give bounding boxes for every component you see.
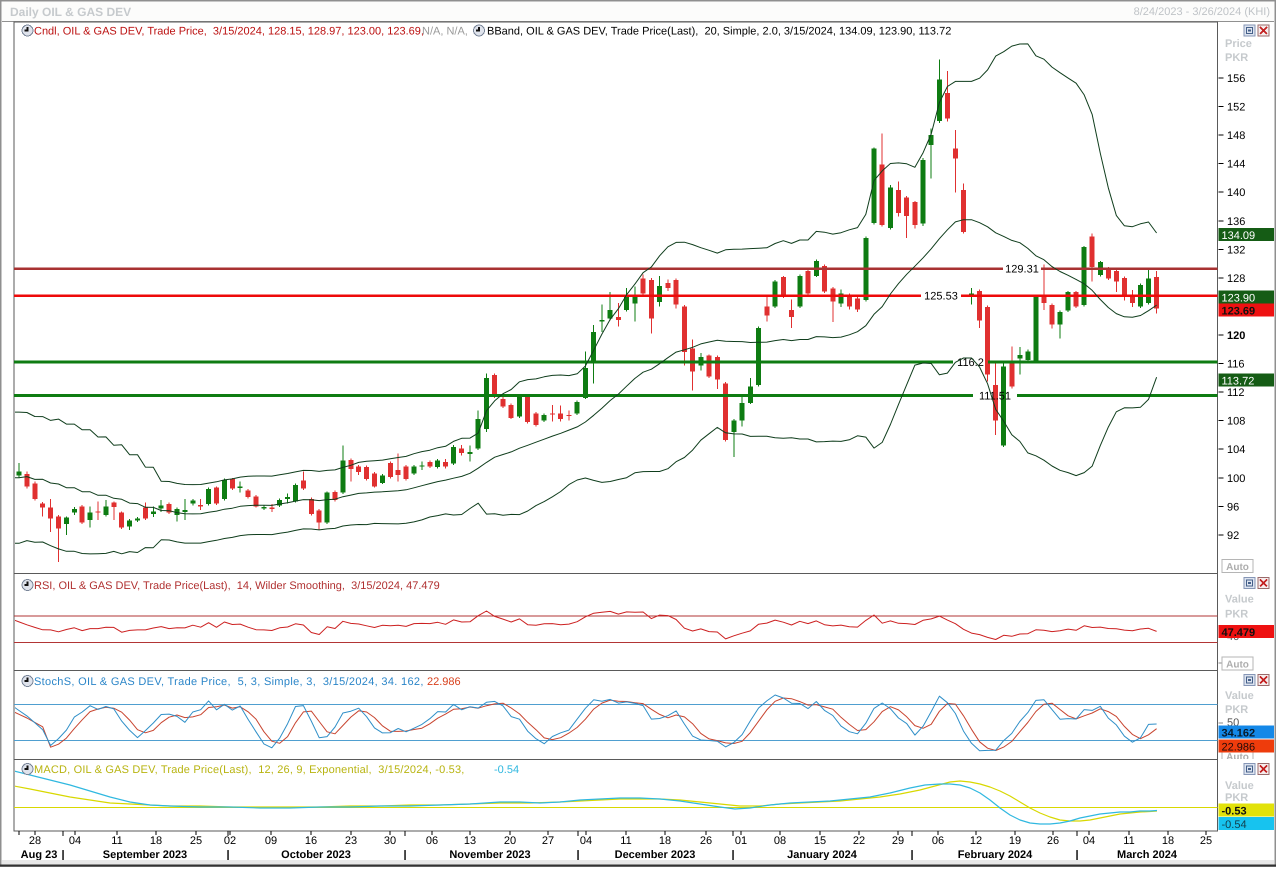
svg-text:BBand, OIL & GAS DEV, Trade Pr: BBand, OIL & GAS DEV, Trade Price(Last),… [487, 26, 951, 38]
svg-text:MACD, OIL & GAS DEV, Trade Pri: MACD, OIL & GAS DEV, Trade Price(Last), … [34, 764, 468, 776]
svg-text:140: 140 [1227, 187, 1245, 199]
svg-text:02: 02 [224, 835, 236, 847]
svg-text:-0.54: -0.54 [494, 764, 519, 776]
svg-text:February 2024: February 2024 [958, 849, 1033, 861]
svg-text:19: 19 [1009, 835, 1021, 847]
svg-text:152: 152 [1227, 102, 1245, 114]
svg-text:136: 136 [1227, 216, 1245, 228]
svg-text:18: 18 [659, 835, 671, 847]
svg-text:29: 29 [892, 835, 904, 847]
svg-text:128: 128 [1227, 273, 1245, 285]
svg-text:Auto: Auto [1226, 562, 1249, 573]
svg-text:20: 20 [504, 835, 516, 847]
svg-text:Cndl, OIL & GAS DEV, Trade Pri: Cndl, OIL & GAS DEV, Trade Price, 3/15/2… [34, 26, 424, 38]
svg-text:148: 148 [1227, 130, 1245, 142]
svg-text:11: 11 [1123, 835, 1134, 847]
svg-text:120: 120 [1227, 330, 1245, 342]
svg-text:08: 08 [774, 835, 786, 847]
svg-text:Price: Price [1225, 38, 1252, 50]
svg-text:04: 04 [69, 835, 81, 847]
svg-text:12: 12 [970, 835, 982, 847]
svg-text:|: | [226, 849, 229, 861]
svg-text:|: | [910, 849, 913, 861]
svg-text:47.479: 47.479 [1222, 627, 1256, 639]
svg-text:104: 104 [1227, 444, 1245, 456]
svg-text:96: 96 [1227, 501, 1239, 513]
svg-text:October 2023: October 2023 [281, 849, 351, 861]
svg-text:06: 06 [426, 835, 438, 847]
svg-text:09: 09 [265, 835, 277, 847]
svg-text:January 2024: January 2024 [787, 849, 858, 861]
svg-text:15: 15 [814, 835, 826, 847]
svg-text:|: | [403, 849, 406, 861]
svg-text:92: 92 [1227, 530, 1239, 542]
svg-text:|: | [1075, 849, 1078, 861]
svg-text:26: 26 [700, 835, 712, 847]
svg-text:134.09: 134.09 [1222, 230, 1256, 242]
svg-text:22: 22 [853, 835, 865, 847]
svg-text:108: 108 [1227, 416, 1245, 428]
svg-text:Daily OIL & GAS DEV: Daily OIL & GAS DEV [10, 5, 131, 19]
svg-text:December 2023: December 2023 [615, 849, 696, 861]
svg-text:113.72: 113.72 [1222, 375, 1255, 387]
svg-text:RSI, OIL & GAS DEV, Trade Pric: RSI, OIL & GAS DEV, Trade Price(Last), 1… [34, 580, 440, 592]
svg-text:100: 100 [1227, 473, 1245, 485]
svg-text:144: 144 [1227, 159, 1245, 171]
svg-text:129.31: 129.31 [1005, 264, 1039, 276]
svg-text:Auto: Auto [1226, 659, 1249, 670]
svg-text:11: 11 [111, 835, 122, 847]
svg-text:November 2023: November 2023 [449, 849, 530, 861]
svg-text:123.69: 123.69 [1222, 306, 1256, 318]
svg-text:March 2024: March 2024 [1117, 849, 1178, 861]
svg-text:123.90: 123.90 [1222, 293, 1256, 305]
svg-text:06: 06 [932, 835, 944, 847]
svg-text:Value: Value [1225, 780, 1254, 792]
svg-text:132: 132 [1227, 244, 1245, 256]
svg-text:8/24/2023 - 3/26/2024 (KHI): 8/24/2023 - 3/26/2024 (KHI) [1134, 6, 1270, 18]
svg-text:18: 18 [1162, 835, 1174, 847]
svg-text:18: 18 [150, 835, 162, 847]
svg-text:Auto: Auto [1226, 752, 1249, 763]
svg-text:01: 01 [735, 835, 747, 847]
svg-text:13: 13 [464, 835, 476, 847]
svg-text:September 2023: September 2023 [103, 849, 187, 861]
svg-text:27: 27 [542, 835, 554, 847]
svg-text:25: 25 [1200, 835, 1212, 847]
svg-text:|: | [61, 849, 64, 861]
svg-text:|: | [731, 849, 734, 861]
svg-text:N/A, N/A,: N/A, N/A, [422, 26, 468, 38]
svg-text:Value: Value [1225, 594, 1254, 606]
svg-text:112: 112 [1227, 387, 1245, 399]
svg-text:25: 25 [190, 835, 202, 847]
svg-text:11: 11 [620, 835, 631, 847]
svg-text:23: 23 [345, 835, 357, 847]
svg-text:-0.53: -0.53 [1222, 805, 1247, 817]
svg-text:04: 04 [1083, 835, 1095, 847]
svg-text:04: 04 [580, 835, 592, 847]
svg-text:22.986: 22.986 [427, 676, 461, 688]
svg-text:26: 26 [1047, 835, 1059, 847]
svg-text:116.2: 116.2 [957, 357, 984, 369]
svg-text:34.162: 34.162 [1222, 728, 1256, 740]
svg-text:111.51: 111.51 [979, 391, 1011, 403]
svg-text:PKR: PKR [1225, 704, 1248, 716]
svg-text:PKR: PKR [1225, 609, 1248, 621]
svg-text:-0.54: -0.54 [1222, 819, 1247, 831]
svg-text:PKR: PKR [1225, 52, 1248, 64]
svg-text:Value: Value [1225, 690, 1254, 702]
svg-text:116: 116 [1227, 359, 1245, 371]
svg-text:125.53: 125.53 [924, 291, 958, 303]
svg-text:28: 28 [29, 835, 41, 847]
svg-text:|: | [576, 849, 579, 861]
svg-text:30: 30 [384, 835, 396, 847]
svg-text:PKR: PKR [1225, 792, 1248, 804]
svg-text:156: 156 [1227, 73, 1245, 85]
svg-text:16: 16 [305, 835, 317, 847]
svg-text:22.986: 22.986 [1222, 742, 1256, 754]
svg-text:Aug 23: Aug 23 [21, 849, 58, 861]
svg-text:StochS, OIL & GAS DEV, Trade P: StochS, OIL & GAS DEV, Trade Price, 5, 3… [34, 676, 427, 688]
